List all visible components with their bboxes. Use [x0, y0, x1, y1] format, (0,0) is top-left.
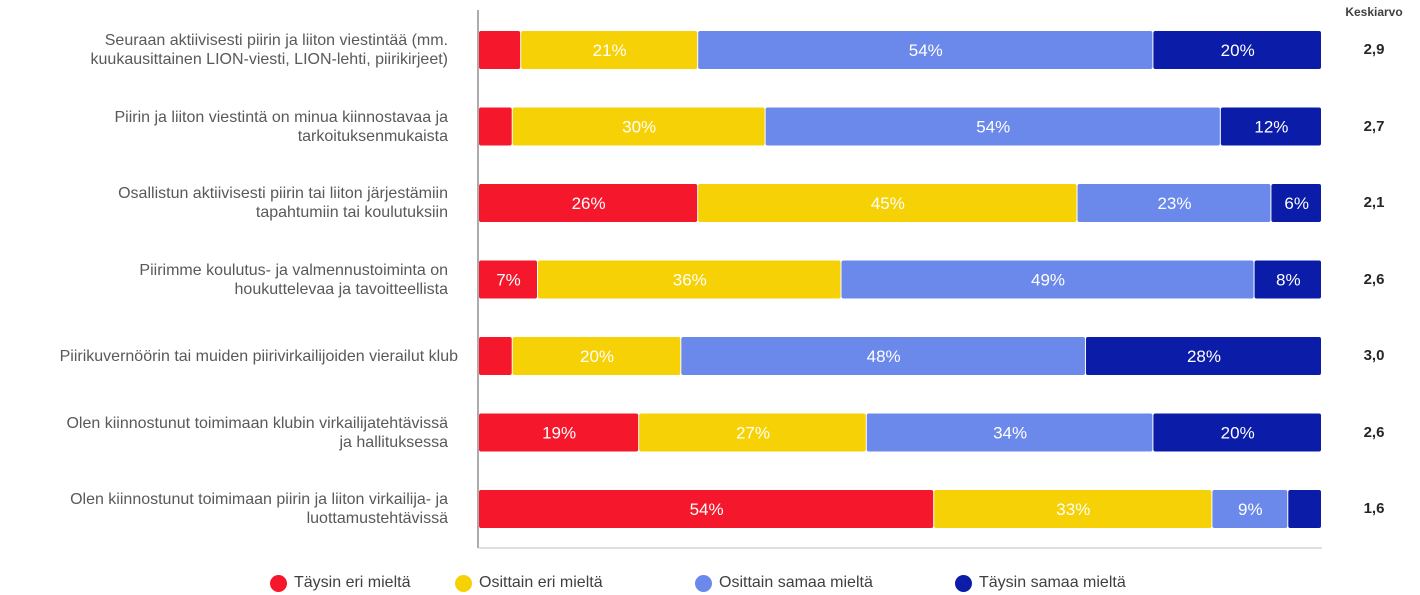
data-label: 49% — [1031, 271, 1065, 290]
data-label: 19% — [542, 424, 576, 443]
category-label-line: Seuraan aktiivisesti piirin ja liiton vi… — [104, 32, 448, 49]
data-label: 54% — [976, 118, 1010, 137]
legend-swatch-icon — [695, 574, 712, 592]
bar-segment-4-3 — [841, 260, 1254, 299]
data-label: 23% — [1157, 194, 1191, 213]
bar-segment-2-4 — [1220, 107, 1321, 146]
legend-swatch-icon — [455, 574, 472, 592]
bar-segment-7-4 — [1288, 490, 1321, 528]
bar-segment-1-4 — [1153, 31, 1321, 69]
data-label: 48% — [867, 347, 901, 366]
legend-item-4: Täysin samaa mieltä — [955, 572, 1126, 594]
category-label-line: kuukausittainen LION-viesti, LION-lehti,… — [90, 51, 448, 68]
data-label: 20% — [580, 347, 614, 366]
legend-label: Täysin samaa mieltä — [979, 574, 1126, 591]
bar-segment-1-3 — [698, 31, 1153, 69]
data-label: 33% — [1056, 500, 1090, 519]
data-label: 7% — [496, 271, 521, 290]
data-label: 8% — [1276, 271, 1301, 290]
data-label: 26% — [572, 194, 606, 213]
bar-segment-6-3 — [866, 413, 1153, 452]
average-value-4: 2,6 — [1363, 270, 1385, 288]
category-label-line: ja hallituksessa — [339, 433, 449, 451]
bar-segment-6-1 — [479, 413, 639, 452]
average-value-1: 2,9 — [1363, 41, 1385, 58]
category-label-2: Piirin ja liiton viestintä on minua kiin… — [0, 108, 448, 146]
data-label: 21% — [593, 41, 627, 60]
category-label-line: Piirin ja liiton viestintä on minua kiin… — [114, 108, 448, 126]
data-label: 45% — [871, 194, 905, 213]
category-label-5: Piirikuvernöörin tai muiden piirivirkail… — [6, 347, 458, 366]
bar-segment-4-2 — [538, 260, 841, 299]
legend-item-3: Osittain samaa mieltä — [695, 572, 873, 594]
category-label-line: Osallistun aktiivisesti piirin tai liito… — [118, 185, 448, 202]
bar-segment-3-4 — [1271, 184, 1321, 222]
bar-segment-7-3 — [1212, 490, 1288, 528]
data-label: 20% — [1221, 41, 1255, 60]
legend-swatch-icon — [270, 574, 287, 592]
category-label-line: tapahtumiin tai koulutuksiin — [255, 204, 448, 221]
legend-item-1: Täysin eri mieltä — [270, 572, 410, 594]
legend-item-2: Osittain eri mieltä — [455, 572, 603, 594]
category-label-line: Olen kiinnostunut toimimaan klubin virka… — [66, 414, 448, 432]
data-label: 28% — [1187, 347, 1221, 366]
data-label: 9% — [1238, 500, 1263, 519]
average-value-3: 2,1 — [1363, 194, 1385, 211]
category-label-6: Olen kiinnostunut toimimaan klubin virka… — [0, 414, 448, 452]
average-value-7: 1,6 — [1363, 500, 1385, 517]
bar-segment-6-4 — [1153, 413, 1321, 452]
bar-segment-7-1 — [479, 490, 934, 528]
data-label: 34% — [993, 424, 1027, 443]
category-label-3: Osallistun aktiivisesti piirin tai liito… — [0, 184, 448, 222]
data-label: 30% — [622, 118, 656, 137]
category-label-line: luottamustehtävissä — [306, 510, 448, 527]
category-label-1: Seuraan aktiivisesti piirin ja liiton vi… — [0, 31, 448, 69]
average-column-header: Keskiarvo — [1345, 5, 1403, 19]
category-label-line: Olen kiinnostunut toimimaan piirin ja li… — [70, 491, 448, 508]
bar-segment-2-2 — [512, 107, 765, 146]
category-label-7: Olen kiinnostunut toimimaan piirin ja li… — [0, 490, 448, 528]
category-label-line: tarkoituksenmukaista — [297, 127, 448, 145]
data-label: 54% — [909, 41, 943, 60]
legend: Täysin eri mieltä Osittain eri mieltä Osit… — [0, 572, 1420, 594]
bar-segment-3-1 — [479, 184, 698, 222]
bar-segment-3-2 — [698, 184, 1077, 222]
bar-segment-5-2 — [512, 337, 681, 375]
bar-segment-5-1 — [479, 337, 512, 375]
average-value-2: 2,7 — [1363, 117, 1385, 135]
category-label-line: Piirikuvernöörin tai muiden piirivirkail… — [59, 347, 458, 365]
data-label: 12% — [1254, 118, 1288, 137]
legend-label: Osittain eri mieltä — [479, 574, 603, 591]
average-value-5: 3,0 — [1363, 347, 1385, 364]
bar-segment-7-2 — [934, 490, 1212, 528]
bar-segment-1-2 — [521, 31, 698, 69]
data-label: 27% — [736, 424, 770, 443]
bar-segment-6-2 — [639, 413, 866, 452]
legend-label: Täysin eri mieltä — [294, 574, 411, 591]
category-label-4: Piirimme koulutus- ja valmennustoiminta … — [0, 261, 448, 299]
bar-segment-5-4 — [1085, 337, 1321, 375]
bar-segment-5-3 — [681, 337, 1085, 375]
bar-segment-2-3 — [765, 107, 1220, 146]
bar-segment-4-1 — [479, 260, 538, 299]
data-label: 36% — [673, 271, 707, 290]
legend-swatch-icon — [955, 574, 972, 592]
category-label-line: Piirimme koulutus- ja valmennustoiminta … — [139, 261, 448, 279]
bar-segment-2-1 — [479, 107, 512, 146]
bar-segment-4-4 — [1254, 260, 1321, 299]
category-label-line: houkuttelevaa ja tavoitteellista — [234, 280, 448, 298]
data-label: 54% — [690, 500, 724, 519]
bar-segment-3-3 — [1077, 184, 1271, 222]
legend-label: Osittain samaa mieltä — [719, 574, 873, 591]
data-label: 6% — [1284, 194, 1309, 213]
average-value-6: 2,6 — [1363, 423, 1385, 441]
data-label: 20% — [1221, 424, 1255, 443]
bar-segment-1-1 — [479, 31, 521, 69]
